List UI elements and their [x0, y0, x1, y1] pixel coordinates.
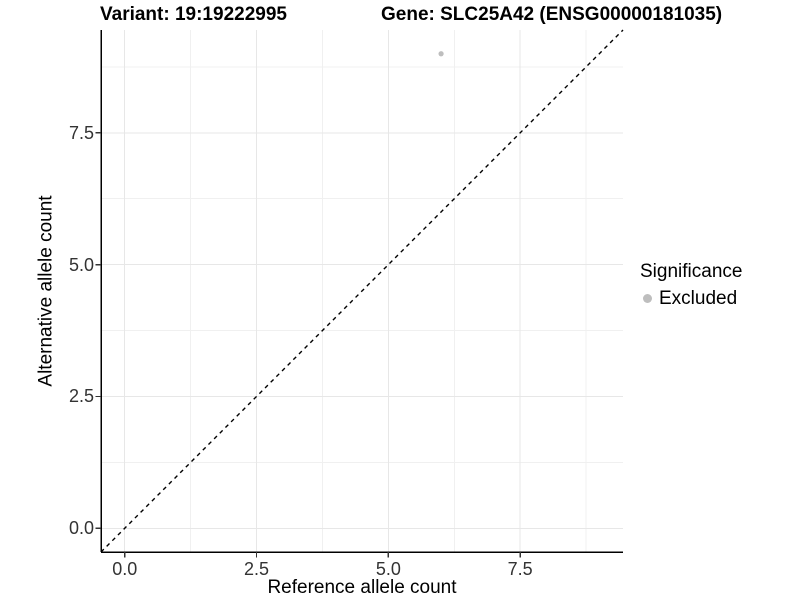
x-axis-tick-label: 5.0	[375, 559, 401, 579]
identity-dashed-line	[100, 29, 624, 553]
x-axis-title: Reference allele count	[267, 577, 457, 598]
plot-title-gene: Gene: SLC25A42 (ENSG00000181035)	[381, 4, 723, 25]
legend-entry-excluded: Excluded	[640, 289, 742, 308]
excluded-point-icon	[643, 293, 652, 303]
y-axis-title: Alternative allele count	[35, 195, 57, 387]
y-axis-tick-label: 5.0	[68, 254, 94, 275]
x-axis-tick-label: 7.5	[507, 559, 533, 579]
legend-title: Significance	[640, 261, 743, 282]
x-axis-tick-label: 2.5	[244, 559, 270, 579]
data-point	[438, 51, 444, 57]
legend: Significance Excluded	[640, 261, 742, 308]
plot-title-variant: Variant: 19:19222995	[100, 4, 287, 25]
y-axis-tick-label: 0.0	[68, 518, 94, 539]
y-axis-tick-label: 7.5	[68, 122, 94, 143]
y-axis-tick-label: 2.5	[68, 386, 94, 407]
x-axis-tick-label: 0.0	[112, 559, 138, 579]
legend-entry-label: Excluded	[659, 287, 738, 309]
